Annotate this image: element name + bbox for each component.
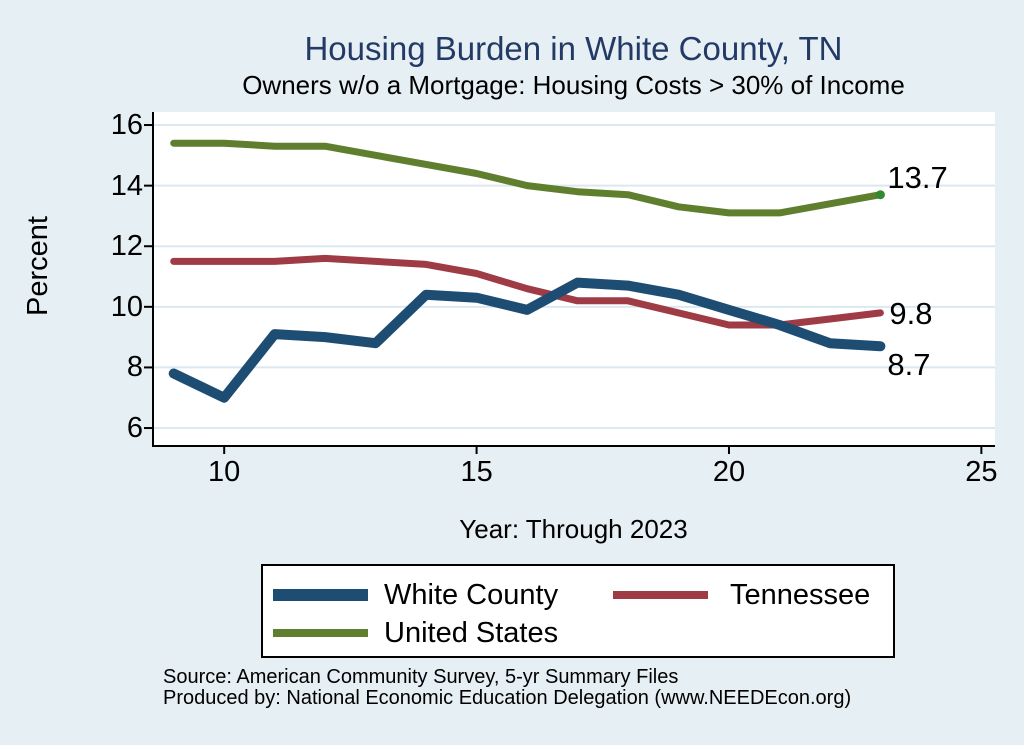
y-tick-label: 14 xyxy=(110,169,143,202)
legend-label-tennessee: Tennessee xyxy=(730,579,871,611)
chart-title: Housing Burden in White County, TN xyxy=(304,30,843,67)
x-tick-label: 10 xyxy=(208,456,241,488)
end-label-tennessee: 9.8 xyxy=(889,295,933,331)
y-tick-label: 8 xyxy=(126,351,143,384)
legend-label-white-county: White County xyxy=(384,579,559,611)
legend-swatch-united-states xyxy=(273,629,368,637)
y-axis-label: Percent xyxy=(22,216,54,316)
us-end-marker xyxy=(875,190,885,200)
legend: White County Tennessee United States xyxy=(261,564,895,658)
y-tick-label: 12 xyxy=(110,230,143,263)
y-tick-label: 10 xyxy=(110,290,143,323)
chart-subtitle: Owners w/o a Mortgage: Housing Costs > 3… xyxy=(242,70,905,100)
x-tick-label: 15 xyxy=(460,456,493,488)
end-label-united-states: 13.7 xyxy=(887,159,948,195)
series-white-county xyxy=(168,277,886,403)
legend-swatch-white-county xyxy=(273,589,368,601)
source-note: Source: American Community Survey, 5-yr … xyxy=(163,666,679,688)
produced-note: Produced by: National Economic Education… xyxy=(163,687,852,709)
y-tick-label: 16 xyxy=(110,109,143,142)
x-axis-label: Year: Through 2023 xyxy=(459,514,688,544)
legend-swatch-tennessee xyxy=(613,591,708,599)
x-tick-label: 25 xyxy=(965,456,998,488)
y-tick-label: 6 xyxy=(126,412,143,445)
footer-notes: Source: American Community Survey, 5-yr … xyxy=(163,667,851,709)
series-united-states xyxy=(170,139,884,217)
plot-background xyxy=(152,112,995,445)
x-tick-label: 20 xyxy=(712,456,746,488)
end-label-white-county: 8.7 xyxy=(887,347,931,383)
legend-label-united-states: United States xyxy=(384,617,559,649)
